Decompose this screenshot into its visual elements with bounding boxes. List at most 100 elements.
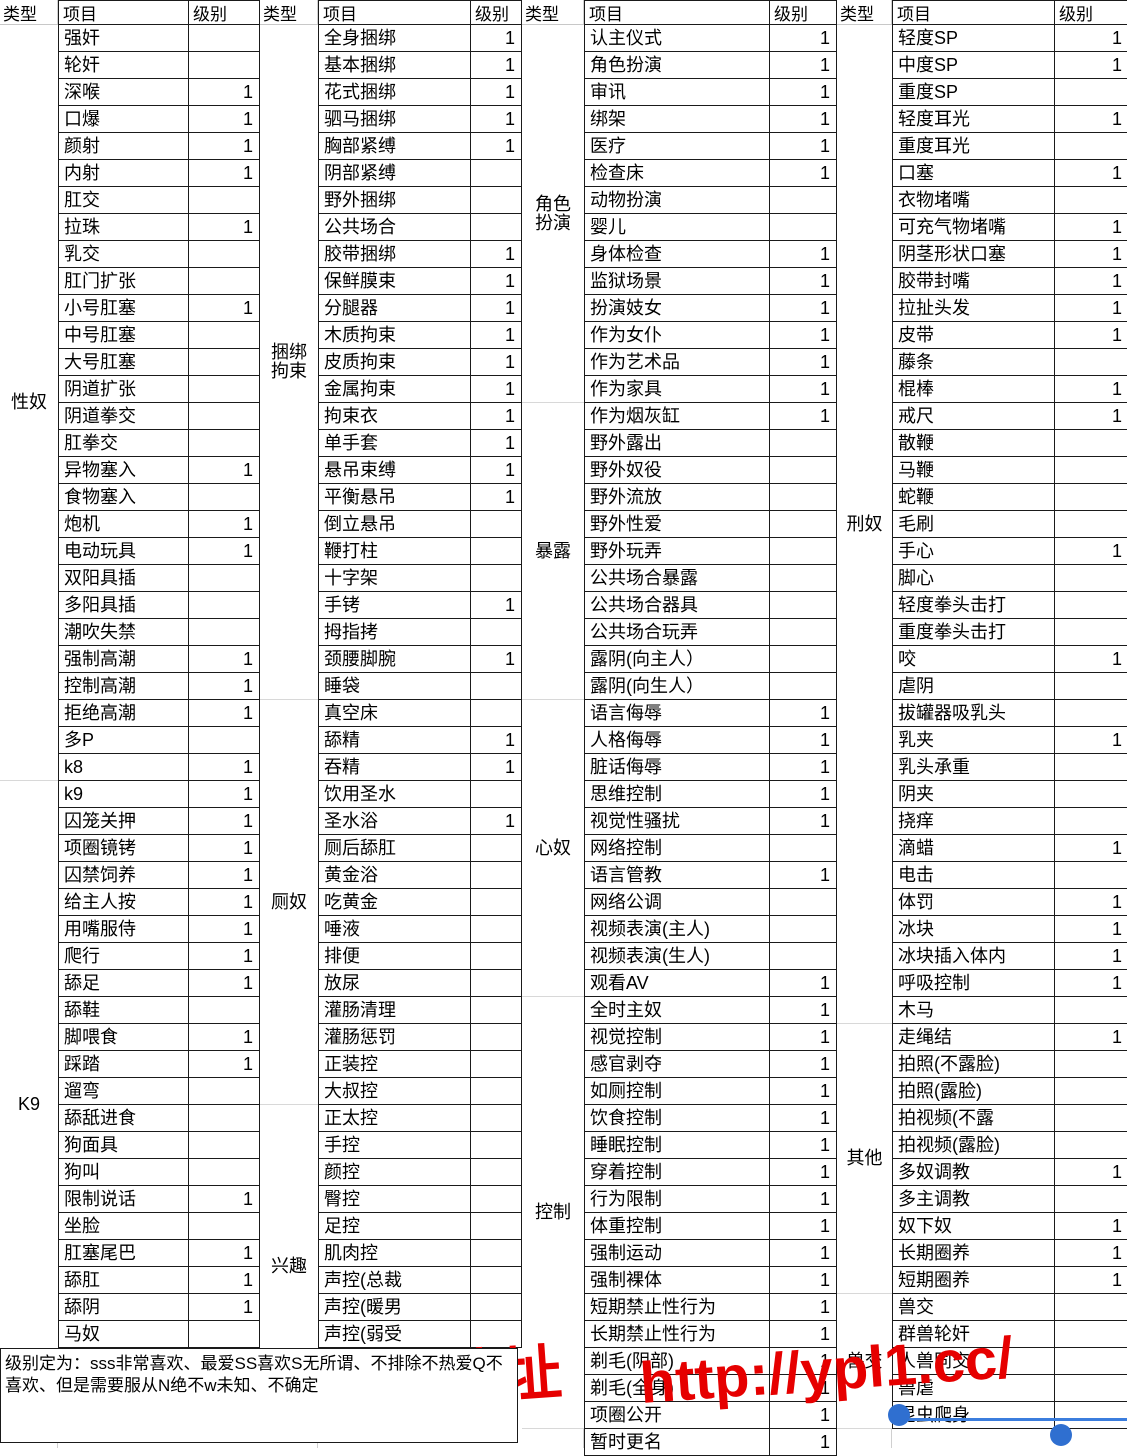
- item-name-cell[interactable]: 乳头承重: [892, 754, 1054, 781]
- item-level-cell[interactable]: [470, 1267, 522, 1294]
- item-level-cell[interactable]: [1054, 133, 1127, 160]
- item-name-cell[interactable]: 作为女仆: [584, 322, 769, 349]
- item-name-cell[interactable]: 灌肠清理: [318, 997, 470, 1024]
- item-level-cell[interactable]: [470, 1294, 522, 1321]
- item-name-cell[interactable]: 用嘴服侍: [58, 916, 188, 943]
- item-name-cell[interactable]: 阴夹: [892, 781, 1054, 808]
- item-level-cell[interactable]: 1: [470, 106, 522, 133]
- item-name-cell[interactable]: k9: [58, 781, 188, 808]
- item-name-cell[interactable]: 圣水浴: [318, 808, 470, 835]
- item-name-cell[interactable]: 作为家具: [584, 376, 769, 403]
- item-name-cell[interactable]: 审讯: [584, 79, 769, 106]
- item-level-cell[interactable]: [769, 673, 837, 700]
- item-level-cell[interactable]: 1: [769, 1186, 837, 1213]
- item-name-cell[interactable]: 肛塞尾巴: [58, 1240, 188, 1267]
- item-name-cell[interactable]: 炮机: [58, 511, 188, 538]
- item-name-cell[interactable]: 身体检查: [584, 241, 769, 268]
- item-name-cell[interactable]: 奴下奴: [892, 1213, 1054, 1240]
- item-name-cell[interactable]: 吃黄金: [318, 889, 470, 916]
- item-level-cell[interactable]: 1: [769, 1294, 837, 1321]
- item-name-cell[interactable]: 声控(弱受: [318, 1321, 470, 1348]
- item-name-cell[interactable]: 坐脸: [58, 1213, 188, 1240]
- type-group-cell[interactable]: 兽交: [837, 1294, 892, 1429]
- item-level-cell[interactable]: [769, 619, 837, 646]
- item-name-cell[interactable]: 扮演妓女: [584, 295, 769, 322]
- item-level-cell[interactable]: [470, 511, 522, 538]
- item-name-cell[interactable]: 胸部紧缚: [318, 133, 470, 160]
- item-level-cell[interactable]: [470, 862, 522, 889]
- item-level-cell[interactable]: [188, 241, 260, 268]
- item-level-cell[interactable]: 1: [470, 295, 522, 322]
- item-level-cell[interactable]: [1054, 1348, 1127, 1375]
- item-level-cell[interactable]: 1: [188, 1294, 260, 1321]
- item-level-cell[interactable]: 1: [470, 25, 522, 52]
- item-level-cell[interactable]: [1054, 1294, 1127, 1321]
- item-name-cell[interactable]: 舔肛: [58, 1267, 188, 1294]
- item-level-cell[interactable]: [1054, 700, 1127, 727]
- item-level-cell[interactable]: [769, 538, 837, 565]
- type-group-cell[interactable]: 心奴: [522, 700, 584, 997]
- item-level-cell[interactable]: 1: [769, 1429, 837, 1456]
- item-name-cell[interactable]: 衣物堵嘴: [892, 187, 1054, 214]
- item-name-cell[interactable]: 正太控: [318, 1105, 470, 1132]
- item-level-cell[interactable]: [769, 835, 837, 862]
- item-name-cell[interactable]: 体罚: [892, 889, 1054, 916]
- item-level-cell[interactable]: [769, 916, 837, 943]
- item-name-cell[interactable]: 野外性爱: [584, 511, 769, 538]
- item-name-cell[interactable]: 排便: [318, 943, 470, 970]
- item-name-cell[interactable]: 公共场合: [318, 214, 470, 241]
- item-level-cell[interactable]: 1: [769, 1051, 837, 1078]
- item-name-cell[interactable]: 长期禁止性行为: [584, 1321, 769, 1348]
- item-name-cell[interactable]: 脏话侮辱: [584, 754, 769, 781]
- item-name-cell[interactable]: 厕后舔肛: [318, 835, 470, 862]
- item-level-cell[interactable]: [1054, 1105, 1127, 1132]
- item-name-cell[interactable]: 舔舐进食: [58, 1105, 188, 1132]
- item-name-cell[interactable]: 肛拳交: [58, 430, 188, 457]
- item-name-cell[interactable]: 行为限制: [584, 1186, 769, 1213]
- item-name-cell[interactable]: 内射: [58, 160, 188, 187]
- item-level-cell[interactable]: [470, 160, 522, 187]
- item-level-cell[interactable]: [188, 403, 260, 430]
- item-name-cell[interactable]: 婴儿: [584, 214, 769, 241]
- item-name-cell[interactable]: 马鞭: [892, 457, 1054, 484]
- item-level-cell[interactable]: 1: [188, 511, 260, 538]
- item-name-cell[interactable]: 肛门扩张: [58, 268, 188, 295]
- item-level-cell[interactable]: 1: [769, 754, 837, 781]
- item-level-cell[interactable]: 1: [470, 322, 522, 349]
- item-level-cell[interactable]: 1: [769, 997, 837, 1024]
- item-name-cell[interactable]: 蛇鞭: [892, 484, 1054, 511]
- item-level-cell[interactable]: 1: [470, 52, 522, 79]
- item-name-cell[interactable]: 全时主奴: [584, 997, 769, 1024]
- item-name-cell[interactable]: 野外捆绑: [318, 187, 470, 214]
- item-name-cell[interactable]: 拉扯头发: [892, 295, 1054, 322]
- item-name-cell[interactable]: 强制运动: [584, 1240, 769, 1267]
- item-level-cell[interactable]: [1054, 1321, 1127, 1348]
- item-name-cell[interactable]: 深喉: [58, 79, 188, 106]
- item-name-cell[interactable]: 藤条: [892, 349, 1054, 376]
- item-name-cell[interactable]: 拍视频(露脸): [892, 1132, 1054, 1159]
- item-level-cell[interactable]: [470, 781, 522, 808]
- item-level-cell[interactable]: 1: [470, 646, 522, 673]
- item-level-cell[interactable]: 1: [769, 1078, 837, 1105]
- item-name-cell[interactable]: 重度拳头击打: [892, 619, 1054, 646]
- item-name-cell[interactable]: 饮食控制: [584, 1105, 769, 1132]
- item-level-cell[interactable]: [470, 1078, 522, 1105]
- item-level-cell[interactable]: 1: [1054, 25, 1127, 52]
- item-level-cell[interactable]: 1: [769, 1321, 837, 1348]
- item-name-cell[interactable]: 网络公调: [584, 889, 769, 916]
- item-name-cell[interactable]: 重度SP: [892, 79, 1054, 106]
- item-name-cell[interactable]: 兽交: [892, 1294, 1054, 1321]
- item-level-cell[interactable]: [470, 943, 522, 970]
- item-name-cell[interactable]: 拉珠: [58, 214, 188, 241]
- item-name-cell[interactable]: 全身捆绑: [318, 25, 470, 52]
- item-level-cell[interactable]: [769, 646, 837, 673]
- item-level-cell[interactable]: [1054, 79, 1127, 106]
- item-level-cell[interactable]: 1: [1054, 835, 1127, 862]
- item-level-cell[interactable]: [470, 1213, 522, 1240]
- item-name-cell[interactable]: 阴部紧缚: [318, 160, 470, 187]
- item-name-cell[interactable]: 乳夹: [892, 727, 1054, 754]
- item-level-cell[interactable]: [188, 997, 260, 1024]
- item-level-cell[interactable]: [769, 889, 837, 916]
- item-level-cell[interactable]: 1: [188, 457, 260, 484]
- item-name-cell[interactable]: 异物塞入: [58, 457, 188, 484]
